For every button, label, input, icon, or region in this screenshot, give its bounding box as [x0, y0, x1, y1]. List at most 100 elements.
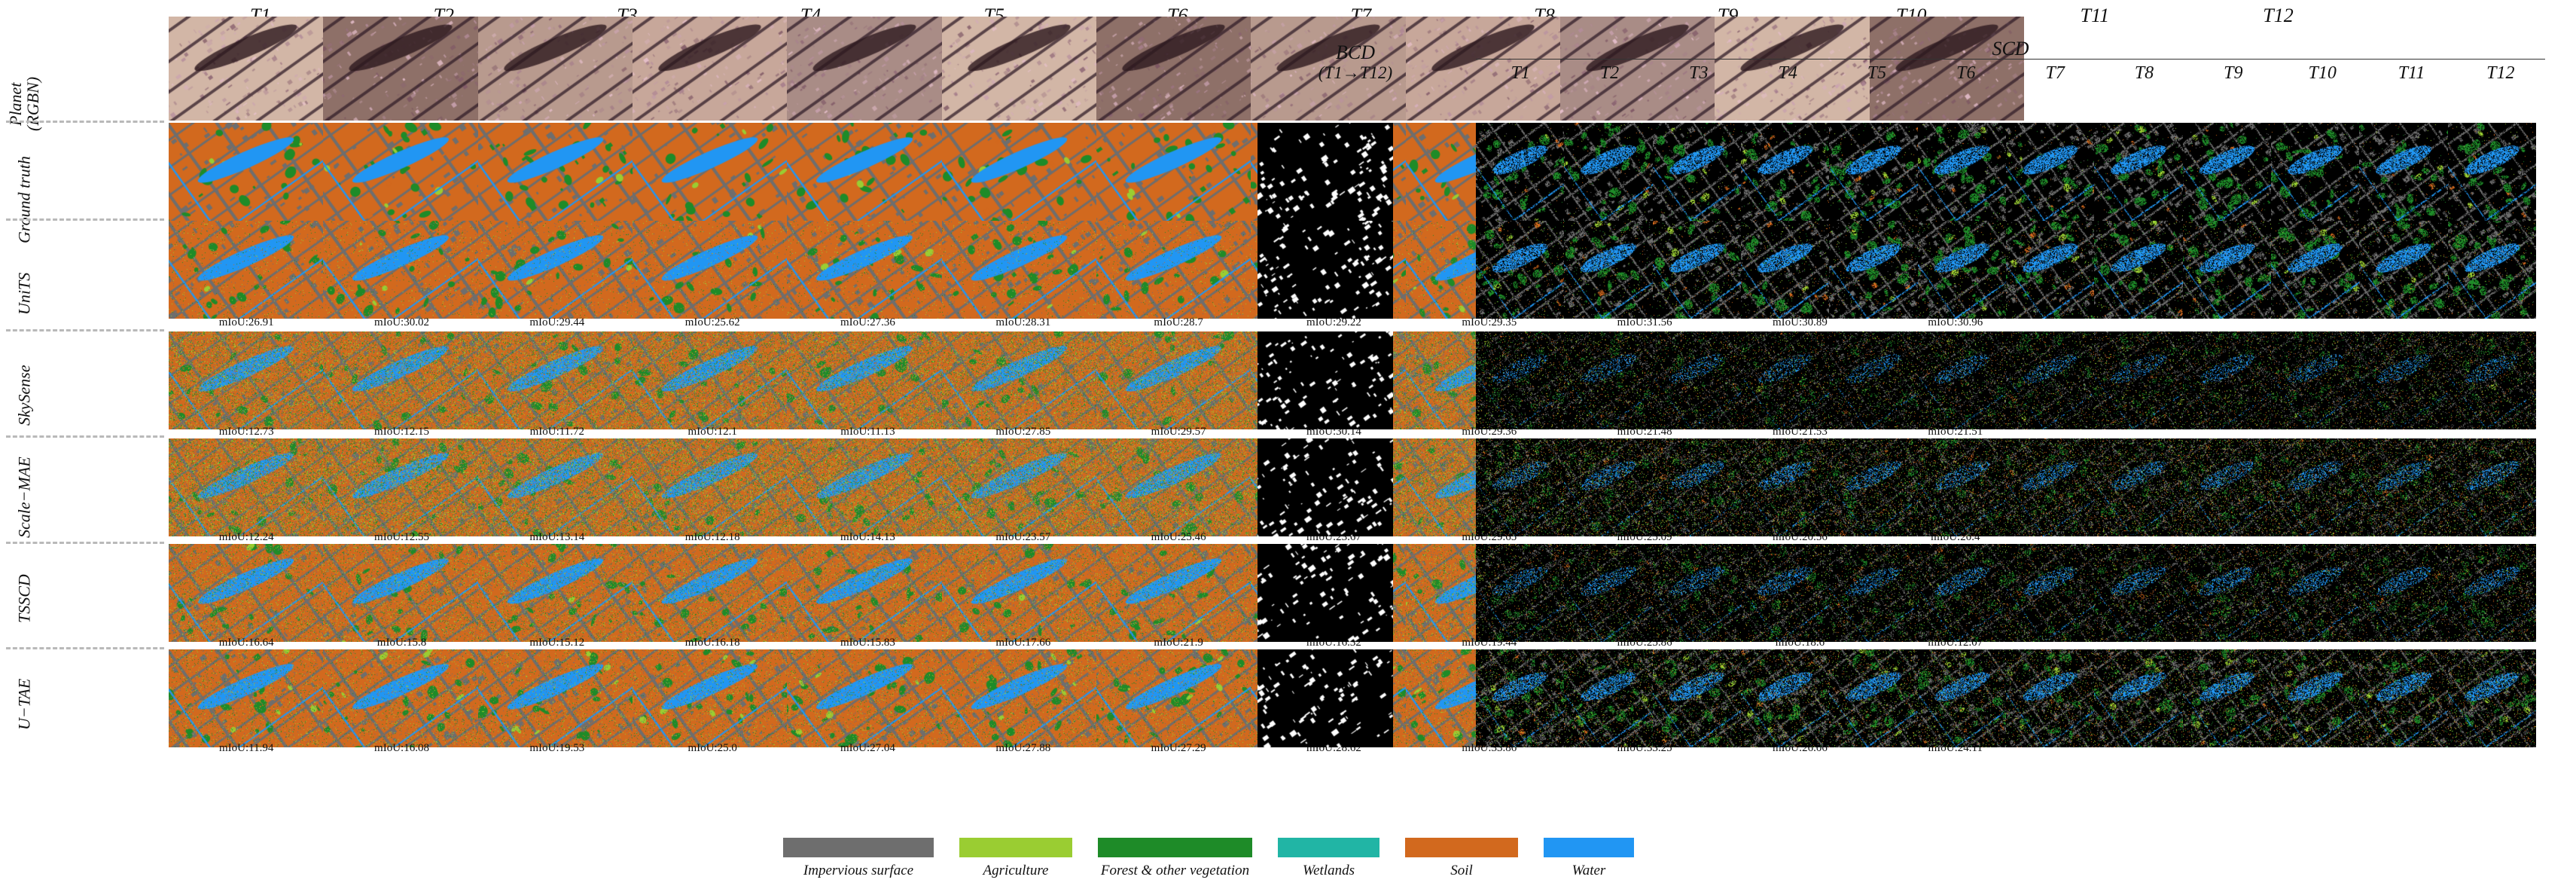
scd-tile-tsscd-t8 [2094, 544, 2183, 642]
tile-planet-t12 [1869, 17, 2024, 121]
miou-value: mIoU:31.56 [1617, 316, 1672, 328]
scd-tile-gt-t5 [1829, 123, 1918, 221]
left-header-t11: T11 [2080, 5, 2110, 26]
legend-label: Impervious surface [803, 863, 914, 878]
scd-tile-utae-t9 [2182, 649, 2271, 747]
scd-tile-row-gt [1476, 123, 2536, 221]
scd-tile-gt-t12 [2447, 123, 2536, 221]
tile-utae-t6 [941, 649, 1096, 747]
scd-tile-tsscd-t5 [1829, 544, 1918, 642]
miou-value: mIoU:12.24 [218, 531, 274, 543]
miou-value: mIoU:29.35 [1462, 316, 1517, 328]
bcd-tile-units [1258, 221, 1393, 319]
scd-tile-scalemae-t2 [1564, 438, 1653, 536]
scd-tile-gt-t6 [1917, 123, 2006, 221]
row-label-utae: U−TAE [14, 678, 34, 731]
bcd-subtitle: (T1→T12) [1318, 63, 1393, 82]
scd-tile-units-t11 [2359, 221, 2448, 319]
scd-tile-units-t8 [2094, 221, 2183, 319]
miou-value: mIoU:27.88 [995, 742, 1051, 754]
scd-tile-row-skysense [1476, 331, 2536, 429]
legend-swatch [1098, 838, 1252, 857]
tile-skysense-t5 [787, 331, 942, 429]
left-header-t12: T12 [2263, 5, 2294, 26]
tile-utae-t2 [323, 649, 478, 747]
tile-scalemae-t6 [941, 438, 1096, 536]
miou-value: mIoU:12.73 [218, 426, 274, 438]
tile-gt-t6 [941, 123, 1096, 221]
miou-value: mIoU:19.53 [529, 742, 585, 754]
tile-units-t4 [632, 221, 788, 319]
tile-scalemae-t5 [787, 438, 942, 536]
scd-tile-utae-t5 [1829, 649, 1918, 747]
tile-scalemae-t4 [632, 438, 788, 536]
scd-tile-scalemae-t12 [2447, 438, 2536, 536]
scd-tile-tsscd-t12 [2447, 544, 2536, 642]
miou-value: mIoU:16.64 [218, 637, 274, 649]
tile-gt-t7 [1096, 123, 1251, 221]
tile-skysense-t6 [941, 331, 1096, 429]
scd-tile-gt-t9 [2182, 123, 2271, 221]
miou-value: mIoU:27.04 [840, 742, 895, 754]
miou-value: mIoU:12.18 [684, 531, 740, 543]
miou-value: mIoU:27.29 [1151, 742, 1206, 754]
tile-utae-t3 [477, 649, 633, 747]
bcd-tile-gt [1258, 123, 1393, 221]
tile-units-t2 [323, 221, 478, 319]
scd-tile-skysense-t8 [2094, 331, 2183, 429]
miou-value: mIoU:25.62 [684, 316, 740, 328]
scd-header-t8: T8 [2134, 63, 2154, 83]
tile-scalemae-t7 [1096, 438, 1251, 536]
scd-tile-scalemae-t4 [1740, 438, 1830, 536]
scd-tile-tsscd-t2 [1564, 544, 1653, 642]
tile-planet-t3 [477, 17, 633, 121]
miou-value: mIoU:21.9 [1154, 637, 1203, 649]
legend-label: Water [1572, 863, 1606, 878]
legend-swatch [783, 838, 934, 857]
scd-tile-utae-t7 [2005, 649, 2095, 747]
tile-utae-t4 [632, 649, 788, 747]
legend-swatch [1544, 838, 1634, 857]
scd-tile-tsscd-t6 [1917, 544, 2006, 642]
scd-tile-tsscd-t3 [1652, 544, 1741, 642]
scd-header-t2: T2 [1599, 63, 1620, 83]
tile-units-t7 [1096, 221, 1251, 319]
miou-value: mIoU:17.66 [995, 637, 1051, 649]
scd-tile-tsscd-t7 [2005, 544, 2095, 642]
row-separator-1 [6, 218, 164, 221]
legend-item-water: Water [1544, 838, 1634, 879]
miou-value: mIoU:28.7 [1154, 316, 1203, 328]
miou-value: mIoU:30.02 [374, 316, 429, 328]
scd-tile-skysense-t4 [1740, 331, 1830, 429]
scd-header-t6: T6 [1956, 63, 1976, 83]
bcd-tile-scalemae [1258, 438, 1393, 536]
tile-planet-t7 [1096, 17, 1251, 121]
miou-value: mIoU:16.08 [374, 742, 429, 754]
scd-tile-units-t1 [1476, 221, 1565, 319]
scd-tile-scalemae-t8 [2094, 438, 2183, 536]
scd-tile-units-t5 [1829, 221, 1918, 319]
scd-tile-row-scalemae [1476, 438, 2536, 536]
tile-tsscd-t4 [632, 544, 788, 642]
tile-gt-t5 [787, 123, 942, 221]
miou-value: mIoU:16.18 [684, 637, 740, 649]
tile-scalemae-t3 [477, 438, 633, 536]
miou-value: mIoU:26.91 [218, 316, 274, 328]
scd-tile-row-units [1476, 221, 2536, 319]
miou-row-scale-mae: mIoU:12.24 mIoU:12.55 mIoU:13.14 mIoU:12.18… [169, 531, 2033, 544]
miou-value: mIoU:12.15 [374, 426, 429, 438]
scd-tile-scalemae-t3 [1652, 438, 1741, 536]
scd-header-t3: T3 [1689, 63, 1709, 83]
scd-tile-scalemae-t1 [1476, 438, 1565, 536]
row-separator-2 [6, 329, 164, 331]
scd-tile-tsscd-t10 [2270, 544, 2360, 642]
scd-tile-skysense-t11 [2359, 331, 2448, 429]
scd-header-t11: T11 [2398, 63, 2425, 83]
scd-tile-gt-t4 [1740, 123, 1830, 221]
miou-value: mIoU:15.83 [840, 637, 895, 649]
scd-tile-tsscd-t11 [2359, 544, 2448, 642]
scd-tile-gt-t1 [1476, 123, 1565, 221]
scd-tile-tsscd-t1 [1476, 544, 1565, 642]
legend-label: Wetlands [1303, 863, 1355, 878]
tile-tsscd-t2 [323, 544, 478, 642]
